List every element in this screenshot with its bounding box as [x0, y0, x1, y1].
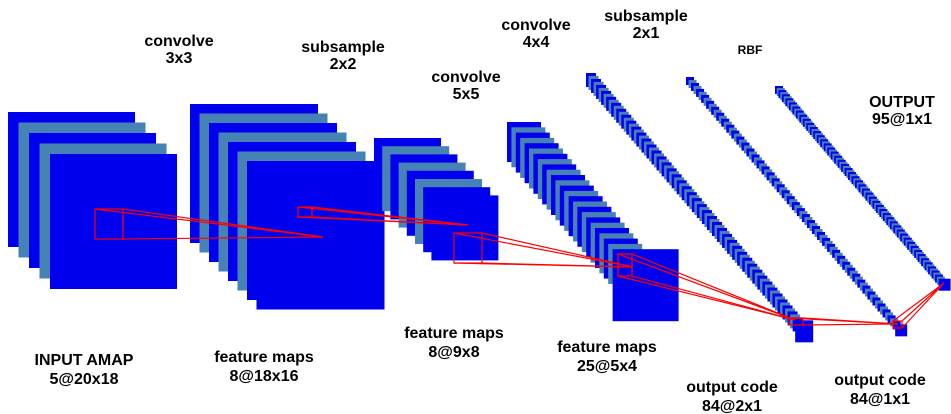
convolve-3x3-label-line-2: 3x3	[166, 50, 193, 67]
feature-maps-2-label-line-2: 8@9x8	[428, 344, 479, 361]
subsample-2x1-label-line-1: subsample	[604, 8, 688, 25]
convolve-5x5-label-line-1: convolve	[431, 69, 500, 86]
connection-line	[122, 208, 324, 238]
convolve-3x3-label-line-1: convolve	[144, 33, 213, 50]
output-label-line-2: 95@1x1	[872, 111, 932, 128]
connection-line	[453, 262, 634, 268]
connection-line	[297, 216, 469, 226]
output-label: OUTPUT 95@1x1	[869, 94, 935, 128]
convolve-4x4-label-line-1: convolve	[501, 17, 570, 34]
front-feature-map	[938, 278, 951, 291]
convolve-4x4-label: convolve 4x4	[501, 17, 570, 51]
connection-line	[901, 282, 945, 322]
receptive-field-box	[617, 253, 633, 277]
input-amap-label: INPUT AMAP 5@20x18	[35, 352, 134, 388]
feature-map-stacks	[8, 73, 951, 343]
receptive-field-box	[94, 208, 124, 240]
front-feature-map	[895, 324, 908, 337]
connection-line	[94, 208, 324, 238]
connection-line	[892, 282, 945, 322]
output-stack	[775, 86, 951, 291]
output-code-2-stack	[686, 77, 908, 337]
feature-maps-2-label: feature maps 8@9x8	[404, 325, 504, 361]
connection-lines	[94, 206, 945, 329]
feature-maps-1-label-line-2: 8@18x16	[230, 368, 299, 385]
output-code-2-label: output code 84@1x1	[834, 372, 926, 408]
subsample-2x1-label: subsample 2x1	[604, 8, 688, 42]
rbf-label: RBF	[738, 43, 763, 57]
front-feature-map	[50, 154, 177, 289]
connection-line	[631, 253, 796, 321]
subsample-2x2-label-line-1: subsample	[301, 39, 385, 56]
connection-line	[311, 206, 469, 226]
feature-maps-3-label-line-1: feature maps	[557, 339, 657, 356]
output-code-1-label-line-2: 84@2x1	[702, 398, 762, 414]
output-code-2-label-line-1: output code	[834, 372, 926, 389]
output-code-1-label-line-1: output code	[686, 379, 778, 396]
connection-line	[901, 282, 945, 329]
subsample-2x2-label: subsample 2x2	[301, 39, 385, 73]
front-feature-map	[431, 195, 499, 261]
connection-line	[788, 317, 899, 325]
convolve-4x4-label-line-2: 4x4	[523, 34, 550, 51]
feature-maps-3-label-line-2: 25@5x4	[577, 358, 637, 375]
input-amap-label-line-1: INPUT AMAP	[35, 352, 134, 369]
connection-line	[453, 232, 634, 268]
input-amap-label-line-2: 5@20x18	[50, 371, 119, 388]
connection-line	[122, 236, 324, 240]
feature-maps-3-label: feature maps 25@5x4	[557, 339, 657, 375]
subsample-2x2-label-line-2: 2x2	[330, 56, 357, 73]
connection-line	[481, 232, 634, 268]
feature-maps-1-label-line-1: feature maps	[214, 349, 314, 366]
convolve-5x5-label: convolve 5x5	[431, 69, 500, 103]
output-code-1-stack	[586, 73, 814, 343]
convolve-3x3-label: convolve 3x3	[144, 33, 213, 67]
connection-line	[617, 253, 796, 321]
front-feature-map	[256, 170, 385, 310]
subsample-2x1-label-line-2: 2x1	[633, 25, 660, 42]
feature-maps-2-label-line-1: feature maps	[404, 325, 504, 342]
feature-maps-2-stack	[374, 138, 499, 261]
connection-line	[617, 275, 796, 321]
output-code-1-label: output code 84@2x1	[686, 379, 778, 414]
output-code-2-label-line-2: 84@1x1	[850, 391, 910, 408]
convolve-5x5-label-line-2: 5x5	[453, 86, 480, 103]
front-feature-map	[795, 320, 814, 343]
connection-line	[802, 323, 899, 326]
rbf-label-line-1: RBF	[738, 43, 763, 57]
feature-maps-1-label: feature maps 8@18x16	[214, 349, 314, 385]
feature-maps-1-stack	[190, 104, 385, 310]
input-stack	[8, 112, 177, 289]
output-label-line-1: OUTPUT	[869, 94, 935, 111]
